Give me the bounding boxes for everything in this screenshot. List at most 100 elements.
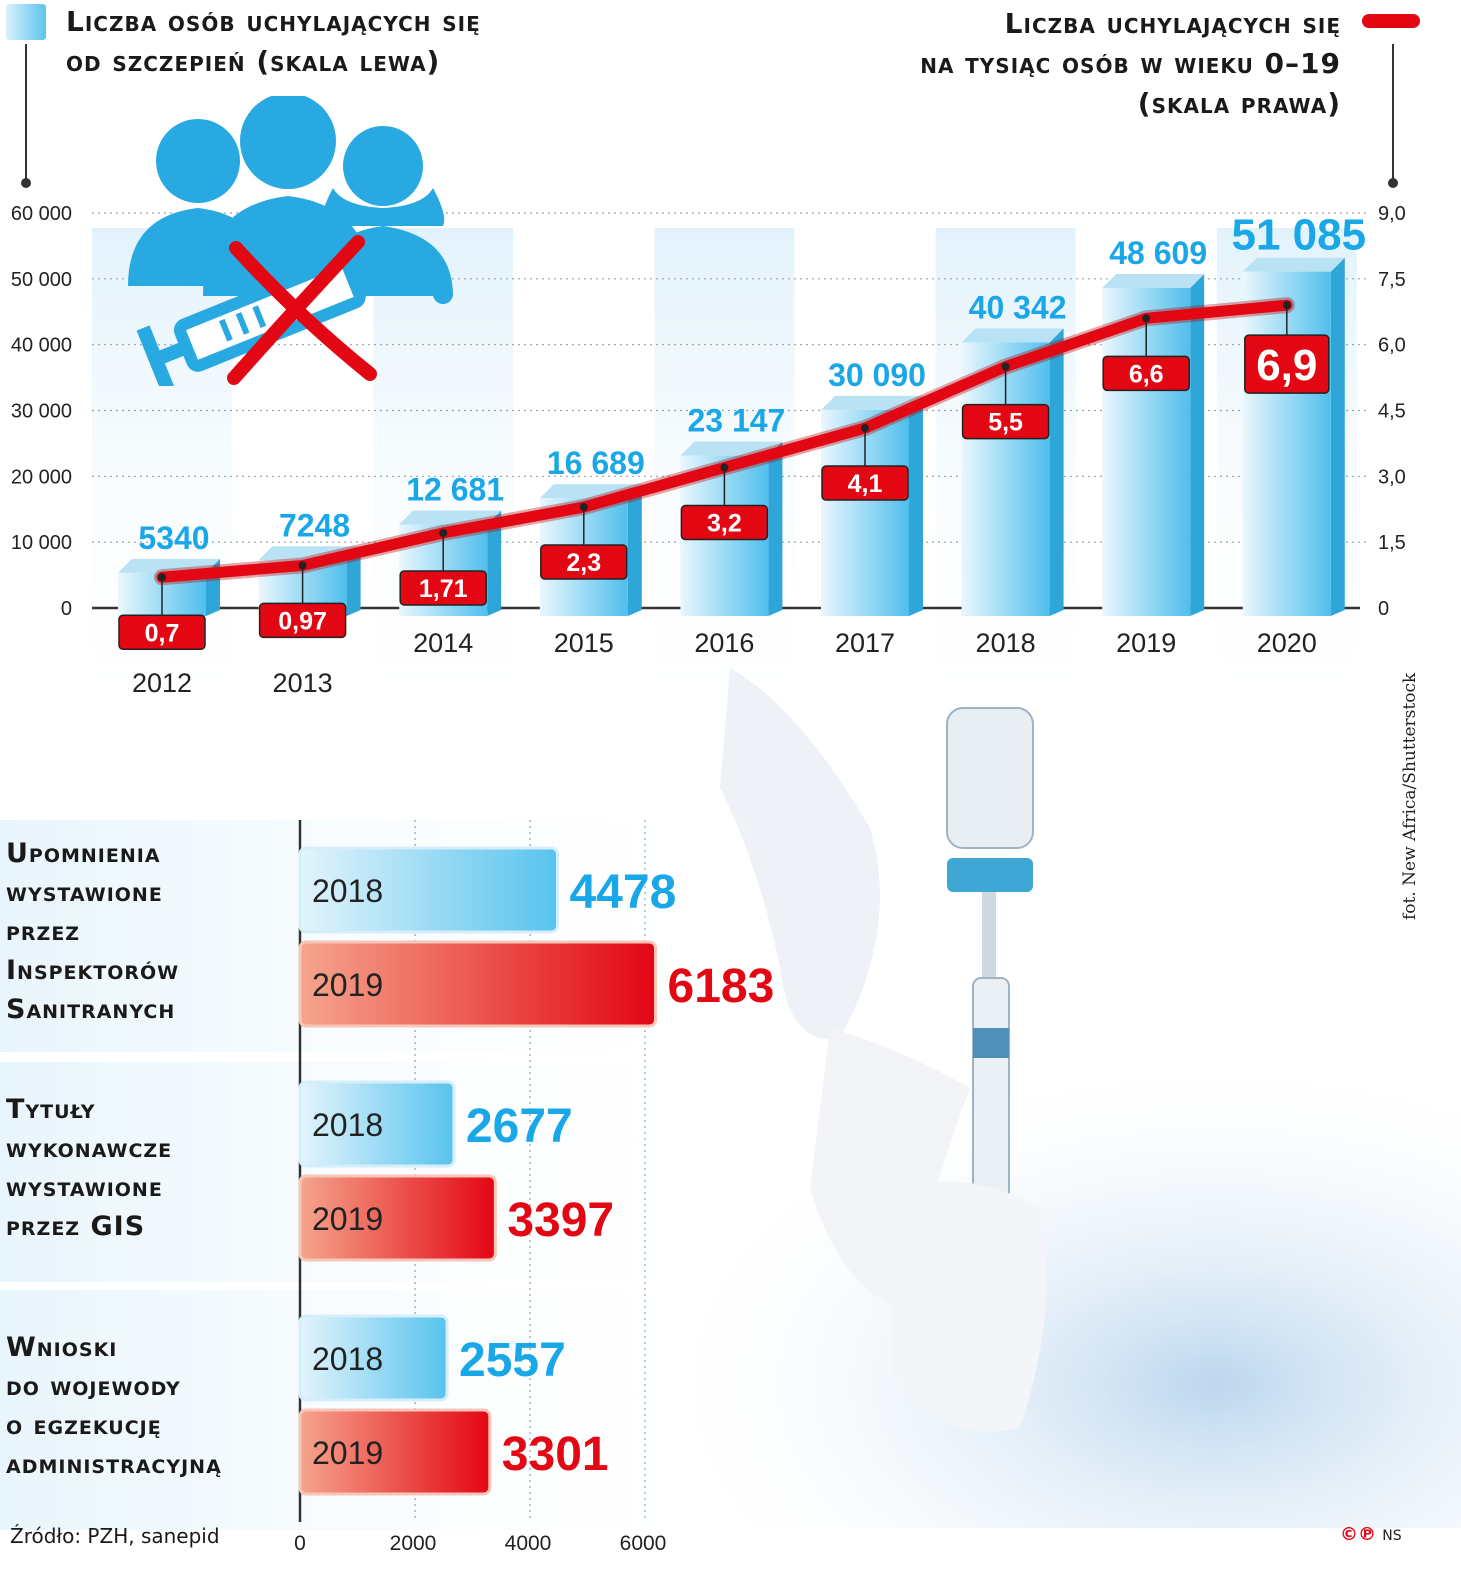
group-label-line: Upomnienia (6, 838, 161, 869)
line-value-label: 0,97 (278, 607, 327, 635)
legend-line-swatch (1362, 14, 1420, 28)
group-label-upomnienia: Upomnienia wystawione przez Inspektorów … (6, 834, 179, 1029)
line-value-box (680, 504, 769, 541)
x-tick-label: 2017 (835, 628, 895, 658)
bar-side (487, 510, 502, 616)
line-value-label: 6,6 (1129, 360, 1164, 388)
x-tick-label: 2016 (694, 628, 754, 658)
group-label-line: przez (6, 916, 81, 947)
bar-value-label: 40 342 (969, 289, 1067, 325)
x-tick-label: 2018 (976, 628, 1036, 658)
group-label-line: do wojewody (6, 1371, 181, 1402)
group-label-line: Inspektorów (6, 955, 180, 986)
line-value-box (399, 570, 487, 606)
bar-side (1190, 273, 1205, 616)
legend-right-line2: na tysiąc osób w wieku 0–19 (920, 47, 1341, 80)
y-tick-label-right: 0 (1378, 598, 1389, 620)
legend-right: Liczba uchylających się na tysiąc osób w… (920, 4, 1341, 124)
bar-value-label: 30 090 (828, 357, 926, 393)
bar-year-label: 2019 (312, 1435, 383, 1471)
x-tick-label: 4000 (505, 1532, 552, 1555)
bar-value-label: 48 609 (1109, 235, 1207, 271)
bar-year-label: 2018 (312, 873, 383, 909)
line-value-box (258, 602, 347, 639)
drop-icon (433, 274, 453, 304)
bar (298, 1174, 497, 1262)
y-tick-label-right: 3,0 (1378, 466, 1406, 488)
bar-value-label: 16 689 (547, 445, 645, 481)
bar-top (961, 328, 1064, 343)
group-label-line: wystawione (6, 877, 163, 908)
line-value-box (118, 614, 206, 651)
y-tick-label-left: 40 000 (11, 335, 72, 357)
bar-value-label: 4478 (569, 866, 676, 919)
line-value-label: 2,3 (566, 549, 601, 577)
bar-year-label: 2018 (312, 1341, 383, 1377)
bar-year-label: 2018 (312, 1107, 383, 1143)
cross-mark-icon (227, 235, 377, 385)
bar-value-label: 23 147 (687, 403, 785, 439)
legend-left-leader (25, 44, 27, 180)
y-tick-label-right: 4,5 (1378, 401, 1406, 423)
legend-left-line1: Liczba osób uchylających się (66, 5, 481, 38)
source-note: Źródło: PZH, sanepid (10, 1524, 220, 1548)
group-label-line: administracyjną (6, 1449, 222, 1480)
bar-value-label: 12 681 (406, 472, 504, 508)
group-label-line: Sanitranych (6, 994, 176, 1025)
line-value-box (540, 544, 628, 580)
x-tick-label: 2020 (1257, 628, 1317, 658)
x-tick-label: 2000 (390, 1532, 437, 1555)
group-label-line: przez GIS (6, 1211, 146, 1242)
bar-top (1102, 273, 1205, 288)
bar (298, 1314, 449, 1402)
x-tick-label: 2013 (273, 668, 333, 698)
y-tick-label-left: 30 000 (11, 401, 72, 423)
group-label-line: o egzekucję (6, 1410, 162, 1441)
copyright-initials: NS (1382, 1528, 1402, 1544)
line-value-box (961, 403, 1050, 440)
y-tick-label-left: 50 000 (11, 269, 72, 291)
legend-right-leader (1392, 44, 1394, 180)
bar-year-label: 2019 (312, 1201, 383, 1237)
y-tick-label-right: 9,0 (1378, 203, 1406, 225)
legend-right-line3: (skala prawa) (1137, 87, 1341, 120)
group-label-wnioski: Wnioski do wojewody o egzekucję administ… (6, 1328, 222, 1484)
bar (298, 1408, 492, 1496)
chart-bottom: 0 2000 4000 6000 2018 4478 2019 6183 2018 2677 20… (0, 820, 780, 1555)
line-value-label: 1,71 (419, 575, 468, 603)
group-label-line: wykonawcze (6, 1133, 173, 1164)
bar-side (909, 395, 923, 616)
bar-side (1330, 257, 1345, 616)
bar-value-label: 2677 (466, 1100, 573, 1153)
y-tick-label-right: 1,5 (1378, 532, 1406, 554)
line-value-box (1244, 334, 1330, 394)
x-tick-label: 2015 (554, 628, 614, 658)
y-tick-label-right: 7,5 (1378, 269, 1406, 291)
x-tick-label: 2012 (132, 668, 192, 698)
bar-top (680, 441, 783, 456)
column-band (373, 228, 514, 720)
bar-value-label: 7248 (279, 507, 350, 543)
bar (298, 940, 658, 1028)
copyright-mark: ©℗ NS (1340, 1524, 1402, 1545)
legend-right-line1: Liczba uchylających się (1004, 7, 1341, 40)
bar-side (768, 441, 783, 616)
people-icon (128, 96, 453, 386)
group-label-line: wystawione (6, 1172, 163, 1203)
bar-year-label: 2019 (312, 967, 383, 1003)
bar-value-label: 51 085 (1232, 211, 1367, 260)
x-tick-label: 0 (294, 1532, 306, 1555)
legend-left-leader-dot (21, 178, 31, 188)
bar-top (821, 395, 923, 410)
line-value-label: 6,9 (1256, 341, 1317, 390)
line-value-label: 3,2 (707, 510, 742, 538)
legend-right-leader-dot (1388, 178, 1398, 188)
group-label-line: Tytuły (6, 1094, 96, 1125)
line-value-label: 0,7 (145, 619, 180, 647)
bar (298, 846, 559, 934)
legend-bar-swatch (6, 4, 46, 40)
bar-top (1242, 257, 1345, 272)
group-label-tytuly: Tytuły wykonawcze wystawione przez GIS (6, 1090, 172, 1246)
y-tick-label-left: 60 000 (11, 203, 72, 225)
chart-top: 0 10 000 20 000 30 000 40 000 50 000 60 000 0 1,… (11, 203, 1406, 720)
